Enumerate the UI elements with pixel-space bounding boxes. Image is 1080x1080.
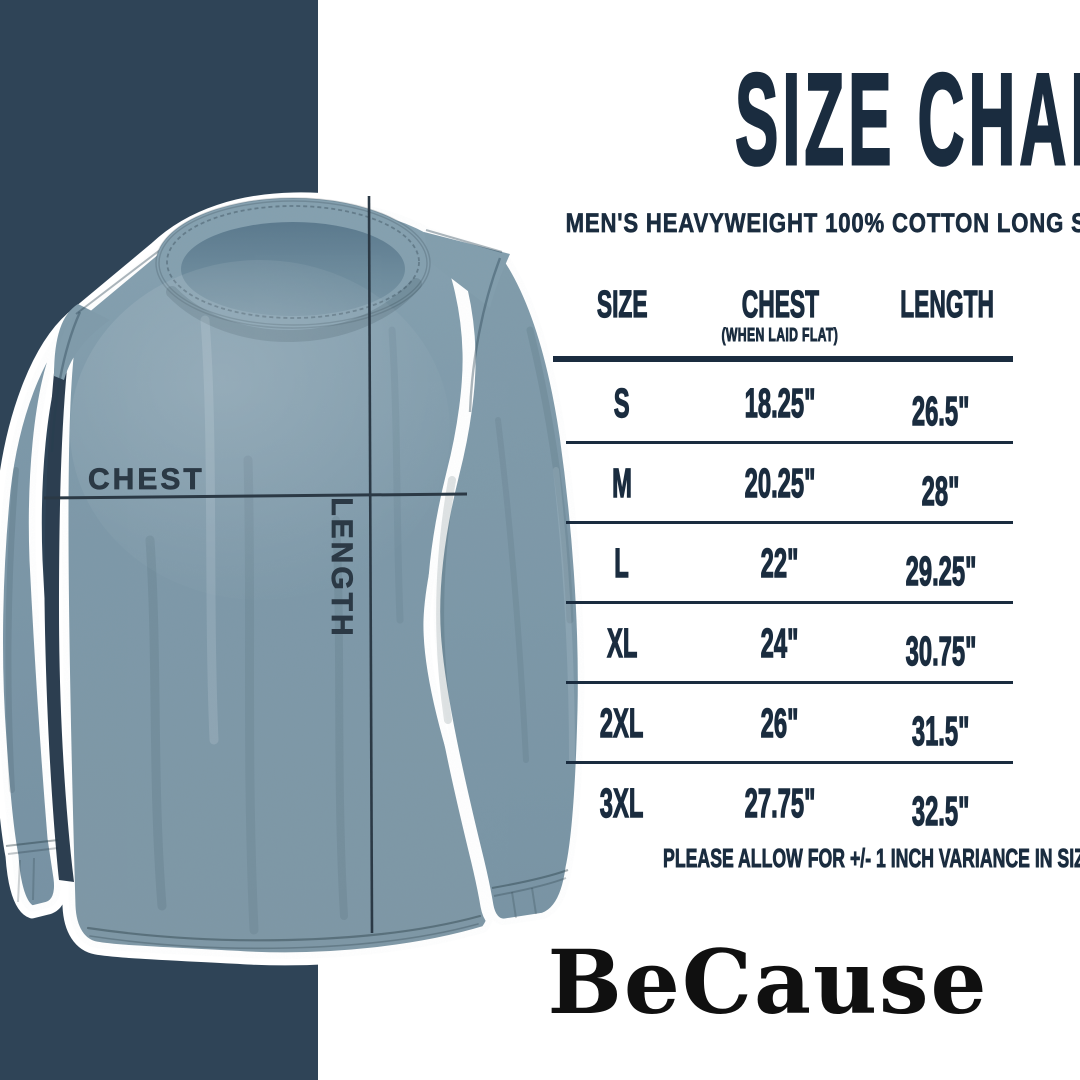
cell-size: 2XL xyxy=(600,699,644,746)
chest-label-on-shirt: CHEST xyxy=(88,463,205,496)
length-measure-line xyxy=(367,195,374,934)
cell-length: 32.5" xyxy=(912,787,970,834)
table-row: M 20.25" 28" xyxy=(553,443,1013,523)
cell-size: 3XL xyxy=(600,779,644,826)
cell-length: 26.5" xyxy=(912,387,970,434)
cell-length: 28" xyxy=(922,467,961,514)
cell-chest: 18.25" xyxy=(744,379,816,426)
cell-chest: 22" xyxy=(761,539,800,586)
cell-length: 31.5" xyxy=(912,707,970,754)
cell-size: L xyxy=(614,539,630,586)
table-row: L 22" 29.25" xyxy=(553,523,1013,603)
cell-length: 30.75" xyxy=(905,627,977,674)
shirt-photo: CHEST LENGTH xyxy=(0,195,585,959)
table-header-rule xyxy=(553,356,1013,362)
cell-chest: 24" xyxy=(761,619,800,666)
cell-chest: 27.75" xyxy=(744,779,816,826)
cell-size: S xyxy=(614,379,631,426)
row-separator xyxy=(566,601,1013,604)
table-row: S 18.25" 26.5" xyxy=(553,363,1013,443)
table-header-row: SIZE CHEST LENGTH xyxy=(553,284,1013,326)
row-separator xyxy=(566,521,1013,524)
cell-size: M xyxy=(612,459,633,506)
table-row: XL 24" 30.75" xyxy=(553,603,1013,683)
length-label-on-shirt: LENGTH xyxy=(325,497,358,638)
chest-measure-line xyxy=(43,492,468,500)
header-chest: CHEST xyxy=(741,284,819,326)
row-separator xyxy=(566,761,1013,764)
cell-chest: 20.25" xyxy=(744,459,816,506)
header-length: LENGTH xyxy=(900,284,995,326)
header-chest-subnote: (WHEN LAID FLAT) xyxy=(721,325,839,345)
row-separator xyxy=(566,441,1013,444)
table-row: 3XL 27.75" 32.5" xyxy=(553,763,1013,843)
brand-logo: BeCause xyxy=(547,930,989,1034)
header-size: SIZE xyxy=(596,284,648,326)
left-sleeve-gap-shadow xyxy=(44,352,74,882)
fabric-texture xyxy=(0,198,585,959)
measurement-overlay: CHEST LENGTH xyxy=(43,195,468,934)
variance-note: PLEASE ALLOW FOR +/- 1 INCH VARIANCE IN … xyxy=(663,843,1080,873)
row-separator xyxy=(566,681,1013,684)
cell-chest: 26" xyxy=(761,699,800,746)
table-row: 2XL 26" 31.5" xyxy=(553,683,1013,763)
size-table: SIZE CHEST LENGTH (WHEN LAID FLAT) S 18.… xyxy=(553,272,1013,842)
cell-size: XL xyxy=(606,619,638,666)
page-subtitle: MEN'S HEAVYWEIGHT 100% COTTON LONG SLEEV… xyxy=(565,208,1080,238)
page-title: SIZE CHART xyxy=(734,46,1080,192)
cell-length: 29.25" xyxy=(905,547,977,594)
